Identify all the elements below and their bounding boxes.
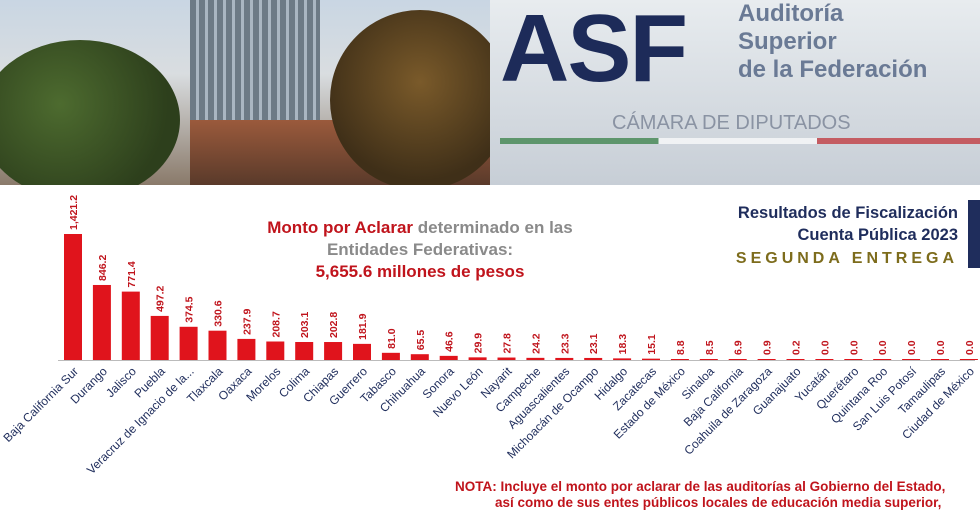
value-label-7: 208.7	[270, 311, 282, 337]
entrega-label: SEGUNDA ENTREGA	[735, 250, 958, 267]
title-total: 5,655.6 millones de pesos	[315, 262, 525, 281]
bar-3	[150, 315, 169, 360]
title-part-3: Entidades Federativas:	[326, 240, 514, 259]
value-label-8: 203.1	[299, 312, 311, 338]
bar-10	[353, 343, 371, 360]
bar-6	[237, 338, 256, 360]
results-block: Resultados de Fiscalización Cuenta Públi…	[738, 202, 958, 246]
title-part-2: determinado en las	[413, 218, 573, 237]
flag-stripe	[500, 138, 980, 144]
value-label-26: 0.0	[819, 340, 831, 355]
value-label-21: 8.8	[675, 340, 687, 355]
value-label-17: 23.3	[559, 333, 571, 354]
results-line-2: Cuenta Pública 2023	[797, 226, 958, 244]
value-label-10: 181.9	[357, 313, 369, 339]
bar-0	[64, 234, 82, 360]
bar-26	[815, 359, 834, 360]
value-label-16: 24.2	[530, 333, 542, 354]
value-label-31: 0.0	[964, 340, 976, 355]
value-label-19: 18.3	[617, 334, 629, 355]
bar-12	[410, 354, 429, 360]
value-label-1: 846.2	[97, 255, 109, 281]
tree-image-right	[330, 10, 510, 185]
bar-31	[959, 359, 978, 360]
value-label-13: 46.6	[444, 331, 456, 352]
value-label-14: 29.9	[473, 333, 485, 354]
bar-18	[584, 357, 603, 360]
bar-21	[670, 359, 689, 360]
category-label-0: Baja California Sur	[0, 364, 81, 445]
value-label-2: 771.4	[126, 261, 138, 287]
bar-5	[208, 330, 227, 360]
value-label-20: 15.1	[646, 334, 658, 355]
header-banner: ASF Auditoría Superior de la Federación …	[0, 0, 980, 185]
value-label-12: 65.5	[415, 330, 427, 351]
camara-text: CÁMARA DE DIPUTADOS	[612, 112, 851, 134]
bar-14	[468, 357, 487, 360]
asf-text-line-2: Superior	[738, 28, 837, 55]
bar-17	[555, 357, 574, 360]
building-photo	[0, 0, 510, 185]
bar-8	[295, 341, 314, 360]
value-label-23: 6.9	[733, 340, 745, 355]
note-line-2: así como de sus entes públicos locales d…	[495, 495, 942, 510]
value-label-5: 330.6	[213, 300, 225, 326]
bar-27	[844, 359, 863, 360]
value-label-9: 202.8	[328, 312, 340, 338]
value-label-3: 497.2	[155, 285, 167, 311]
value-label-11: 81.0	[386, 328, 398, 349]
bar-20	[642, 358, 660, 360]
value-label-6: 237.9	[241, 308, 253, 334]
bar-23	[728, 359, 747, 360]
bar-15	[497, 357, 516, 360]
value-label-0: 1,421.2	[68, 195, 80, 230]
category-label-2: Jalisco	[103, 364, 139, 400]
value-label-28: 0.0	[877, 340, 889, 355]
value-label-24: 0.9	[762, 340, 774, 355]
bar-1	[92, 284, 111, 360]
asf-logo: ASF	[500, 0, 688, 102]
asf-logo-text: Auditoría Superior de la Federación	[738, 0, 927, 84]
bar-28	[873, 359, 892, 360]
value-label-25: 0.2	[791, 340, 803, 355]
results-line-1: Resultados de Fiscalización	[737, 204, 958, 222]
value-label-27: 0.0	[848, 340, 860, 355]
bar-9	[324, 342, 343, 360]
asf-text-line-1: Auditoría	[738, 0, 844, 27]
bar-19	[613, 358, 632, 360]
bar-16	[526, 357, 545, 360]
bar-13	[439, 355, 458, 360]
value-label-22: 8.5	[704, 340, 716, 355]
bar-29	[902, 359, 921, 360]
value-label-18: 23.1	[588, 333, 600, 354]
bar-4	[179, 326, 198, 360]
chart-title: Monto por Aclarar determinado en las Ent…	[210, 217, 630, 283]
value-label-30: 0.0	[935, 340, 947, 355]
bar-22	[699, 359, 718, 360]
tree-image	[0, 40, 180, 185]
bar-30	[931, 359, 949, 360]
value-label-4: 374.5	[184, 296, 196, 322]
bar-25	[786, 359, 805, 360]
bar-24	[757, 359, 776, 360]
value-label-15: 27.8	[502, 333, 514, 354]
note-text: NOTA: Incluye el monto por aclarar de la…	[455, 479, 945, 511]
asf-logo-photo	[490, 0, 980, 185]
note-line-1: NOTA: Incluye el monto por aclarar de la…	[455, 479, 946, 494]
bar-7	[266, 341, 285, 360]
bar-2	[121, 291, 140, 360]
title-part-1: Monto por Aclarar	[267, 218, 414, 237]
accent-bar	[968, 200, 980, 268]
value-label-29: 0.0	[906, 340, 918, 355]
asf-text-line-3: de la Federación	[738, 56, 928, 83]
bar-11	[381, 352, 400, 360]
